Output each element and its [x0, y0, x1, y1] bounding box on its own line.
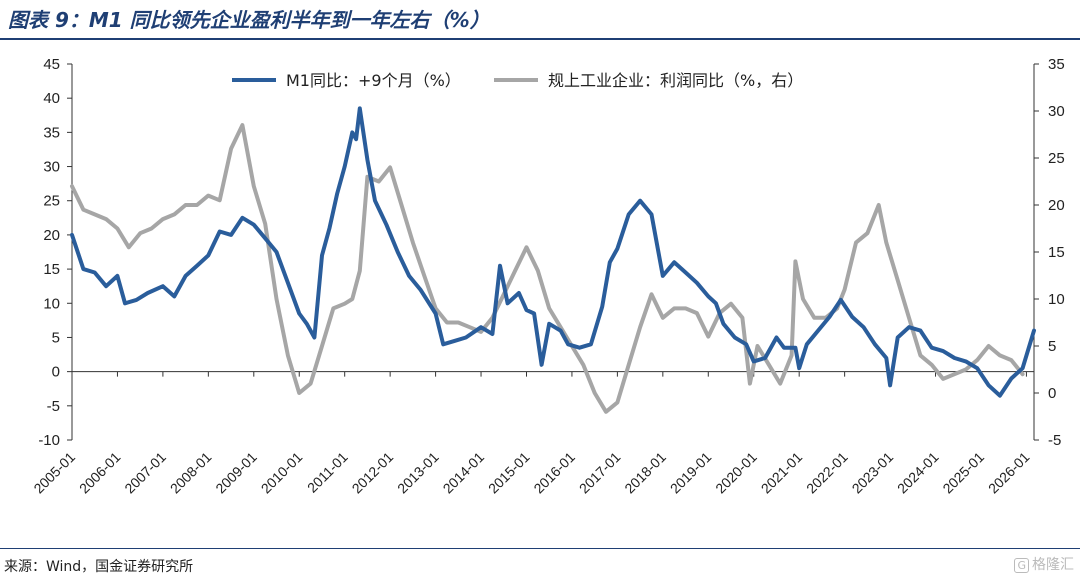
bottom-rule	[0, 548, 1080, 549]
x-tick-label: 2024-01	[894, 449, 942, 497]
x-tick-label: 2016-01	[530, 449, 578, 497]
left-y-tick-label: 35	[43, 124, 60, 141]
x-tick-label: 2013-01	[394, 449, 442, 497]
series-line-profit	[70, 123, 1025, 414]
x-tick-label: 2007-01	[121, 449, 169, 497]
x-tick-label: 2023-01	[849, 449, 897, 497]
x-tick-label: 2017-01	[576, 449, 624, 497]
right-y-tick-label: 0	[1048, 385, 1056, 402]
x-tick-label: 2021-01	[758, 449, 806, 497]
left-y-tick-label: 15	[43, 261, 60, 278]
left-y-tick-label: 30	[43, 159, 60, 176]
x-tick-label: 2010-01	[258, 449, 306, 497]
left-y-tick-label: -10	[38, 432, 60, 449]
right-y-tick-label: 35	[1048, 56, 1065, 73]
right-y-tick-label: 30	[1048, 103, 1065, 120]
x-tick-label: 2015-01	[485, 449, 533, 497]
right-y-tick-label: 20	[1048, 197, 1065, 214]
right-y-tick-label: 5	[1048, 338, 1056, 355]
left-y-tick-label: 10	[43, 295, 60, 312]
top-rule	[0, 38, 1080, 40]
chart-title: 图表 9：M1 同比领先企业盈利半年到一年左右（%）	[8, 8, 490, 32]
left-y-tick-label: 20	[43, 227, 60, 244]
right-y-tick-label: 25	[1048, 150, 1065, 167]
watermark-logo-icon: G	[1014, 558, 1029, 573]
left-y-tick-label: 5	[52, 329, 60, 346]
left-y-tick-label: 25	[43, 193, 60, 210]
right-y-tick-label: -5	[1048, 432, 1061, 449]
x-tick-label: 2018-01	[621, 449, 669, 497]
x-tick-label: 2012-01	[349, 449, 397, 497]
x-tick-label: 2026-01	[985, 449, 1033, 497]
x-tick-label: 2009-01	[212, 449, 260, 497]
x-tick-label: 2025-01	[939, 449, 987, 497]
x-tick-label: 2014-01	[440, 449, 488, 497]
x-tick-label: 2019-01	[667, 449, 715, 497]
watermark-text: 格隆汇	[1032, 557, 1074, 573]
x-tick-label: 2005-01	[30, 449, 78, 497]
x-tick-label: 2022-01	[803, 449, 851, 497]
right-y-tick-label: 10	[1048, 291, 1065, 308]
left-y-tick-label: 40	[43, 90, 60, 107]
left-y-tick-label: 0	[52, 364, 60, 381]
series-line-m1	[70, 106, 1036, 398]
x-tick-label: 2011-01	[304, 449, 351, 496]
watermark: G 格隆汇	[1014, 554, 1074, 574]
x-tick-label: 2006-01	[76, 449, 124, 497]
left-y-tick-label: -5	[47, 398, 60, 415]
right-y-tick-label: 15	[1048, 244, 1065, 261]
left-y-tick-label: 45	[43, 56, 60, 73]
legend-label: 规上工业企业：利润同比（%，右）	[548, 71, 803, 90]
x-tick-label: 2008-01	[167, 449, 215, 497]
x-tick-label: 2020-01	[712, 449, 760, 497]
source-note: 来源：Wind，国金证券研究所	[4, 559, 194, 575]
legend-label: M1同比：+9个月（%）	[286, 71, 461, 90]
